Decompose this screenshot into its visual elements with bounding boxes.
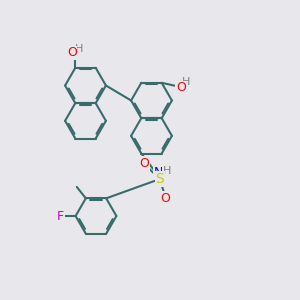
Text: N: N [153,166,163,179]
Text: H: H [163,166,171,176]
Text: F: F [57,209,64,223]
Text: H: H [182,77,190,87]
Text: O: O [140,157,149,170]
Text: S: S [155,172,164,186]
Text: O: O [176,81,186,94]
Text: H: H [75,44,83,54]
Text: O: O [160,192,170,205]
Text: O: O [67,46,76,59]
